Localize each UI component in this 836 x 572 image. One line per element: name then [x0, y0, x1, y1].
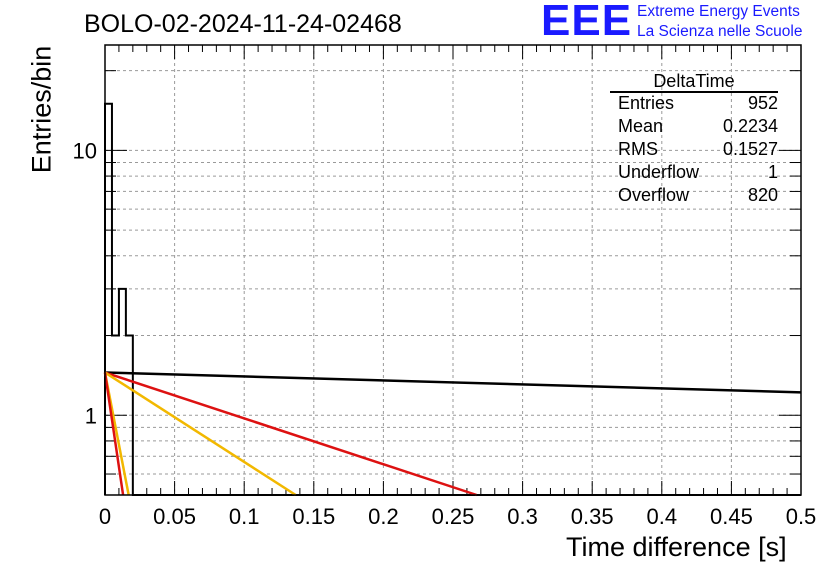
stats-row-mean: Mean 0.2234 — [610, 115, 778, 138]
stats-label: Mean — [618, 116, 664, 136]
x-tick-label: 0 — [99, 504, 111, 529]
chart-title: BOLO-02-2024-11-24-02468 — [84, 10, 402, 38]
stats-row-rms: RMS 0.1527 — [610, 138, 778, 161]
x-tick-label: 0.1 — [229, 504, 260, 529]
x-tick-label: 0.25 — [432, 504, 475, 529]
logo-line-1: Extreme Energy Events — [637, 3, 800, 20]
stats-value: 1 — [767, 162, 778, 182]
fit-line — [103, 372, 125, 496]
stats-value: 952 — [747, 93, 778, 113]
x-tick-label: 0.2 — [368, 504, 399, 529]
x-axis-label: Time difference [s] — [566, 532, 787, 562]
y-axis-label: Entries/bin — [26, 45, 57, 174]
plot-frame — [104, 44, 802, 496]
stats-value: 0.2234 — [722, 116, 778, 136]
x-tick-label: 0.35 — [571, 504, 614, 529]
stats-row-overflow: Overflow 820 — [610, 184, 778, 207]
y-tick-label: 1 — [85, 403, 97, 428]
x-tick-label: 0.4 — [647, 504, 678, 529]
stats-row-entries: Entries 952 — [610, 92, 778, 115]
stats-title: DeltaTime — [653, 71, 735, 91]
stats-row-underflow: Underflow 1 — [610, 161, 778, 184]
stats-box: DeltaTime Entries 952 Mean 0.2234 RMS 0.… — [610, 70, 778, 207]
x-tick-label: 0.45 — [710, 504, 753, 529]
x-tick-label: 0.05 — [153, 504, 196, 529]
eee-logo: EEE — [541, 0, 633, 45]
logo-line-2: La Scienza nelle Scuole — [637, 23, 803, 40]
fit-line — [104, 371, 478, 497]
fit-line — [104, 371, 297, 497]
x-tick-label: 0.3 — [507, 504, 538, 529]
x-tick-label: 0.15 — [292, 504, 335, 529]
stats-label: Overflow — [618, 185, 690, 205]
stats-value: 820 — [747, 185, 778, 205]
y-tick-label: 10 — [73, 138, 97, 163]
stats-divider — [610, 91, 778, 93]
stats-value: 0.1527 — [722, 139, 778, 159]
stats-label: Entries — [618, 93, 675, 113]
x-tick-label: 0.5 — [786, 504, 817, 529]
stats-label: RMS — [618, 139, 658, 159]
fit-line — [104, 371, 802, 394]
stats-label: Underflow — [618, 162, 700, 182]
